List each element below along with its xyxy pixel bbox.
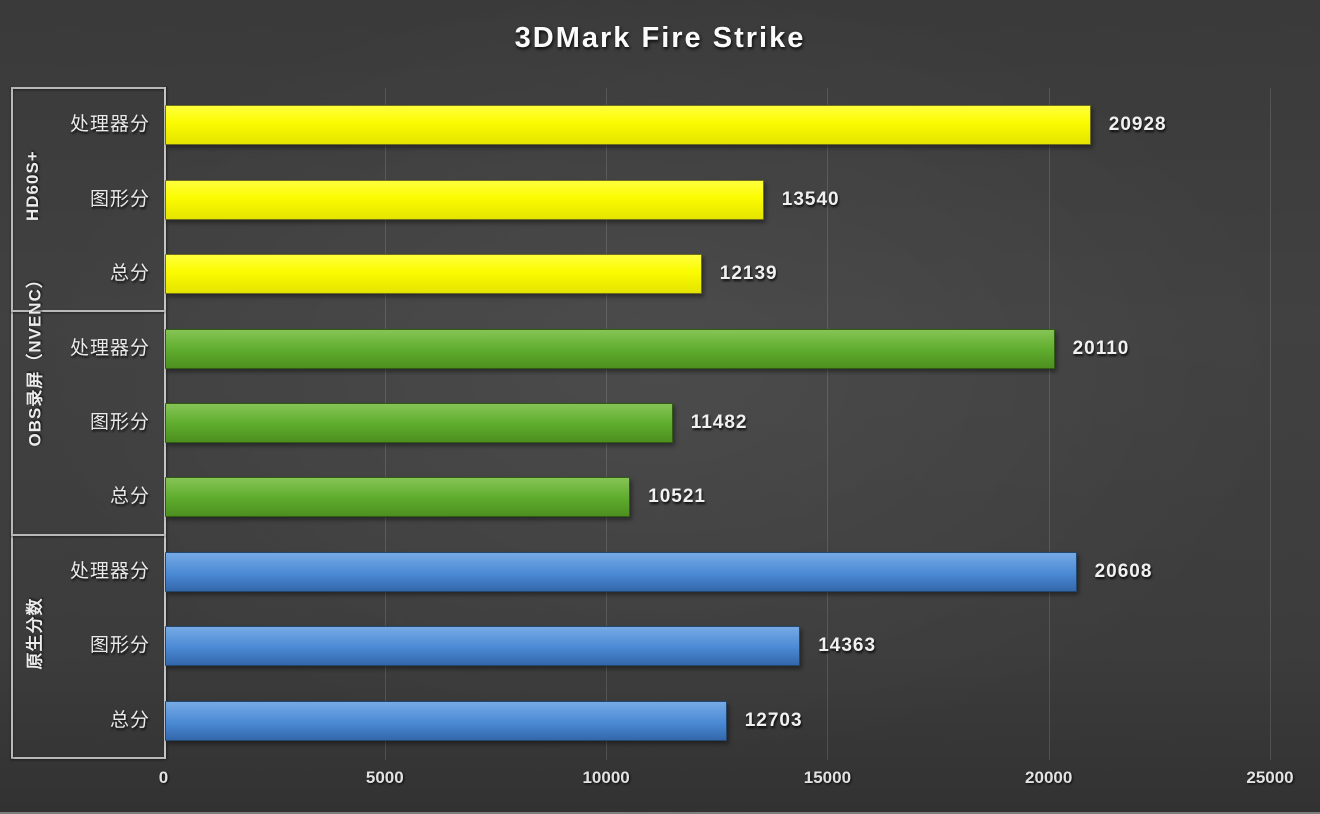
axis-tick-label: 25000 <box>1246 768 1294 787</box>
bar <box>164 551 1077 592</box>
bar <box>164 403 673 443</box>
chart-title: 3DMark Fire Strike <box>514 22 806 54</box>
label-panel-border-bottom <box>11 757 165 759</box>
group-divider <box>11 533 165 536</box>
bar <box>164 626 801 667</box>
gridline <box>1270 88 1271 760</box>
gridline <box>1048 88 1050 760</box>
bar <box>164 700 727 741</box>
bar-value-label: 14363 <box>818 635 877 657</box>
bar-value-label: 13540 <box>781 188 840 210</box>
bar-value-label: 20110 <box>1072 337 1130 359</box>
bar <box>164 105 1091 146</box>
label-panel-border-left <box>11 88 13 758</box>
bar <box>164 179 764 220</box>
bar-value-label: 10521 <box>648 486 706 508</box>
category-label: 总分 <box>109 486 150 508</box>
bar-value-label: 12703 <box>744 709 803 731</box>
category-label: 图形分 <box>89 412 150 433</box>
group-label: 原生分数 <box>25 597 45 670</box>
category-label: 处理器分 <box>69 114 150 136</box>
bar-value-label: 11482 <box>690 412 748 433</box>
axis-tick-label: 20000 <box>1025 768 1073 787</box>
axis-tick-label: 10000 <box>582 768 630 787</box>
group-label: HD60S+ <box>23 149 42 221</box>
category-label: 处理器分 <box>69 560 150 582</box>
bar-value-label: 12139 <box>719 263 778 285</box>
category-label: 总分 <box>109 709 150 731</box>
bar-value-label: 20928 <box>1108 114 1167 136</box>
category-label: 处理器分 <box>69 337 150 359</box>
axis-tick-label: 15000 <box>803 768 852 787</box>
group-divider <box>11 310 165 313</box>
axis-tick-label: 0 <box>158 768 169 787</box>
category-label: 图形分 <box>89 188 150 210</box>
group-label: OBS录屏（NVENC） <box>25 270 45 447</box>
category-label: 图形分 <box>89 635 150 657</box>
gridline <box>827 88 829 760</box>
axis-tick-label: 5000 <box>365 768 404 787</box>
label-panel-border-top <box>11 87 165 89</box>
bar-value-label: 20608 <box>1094 560 1153 582</box>
bar <box>164 328 1055 369</box>
bar <box>164 477 631 518</box>
bar <box>164 254 702 295</box>
category-label: 总分 <box>109 263 150 285</box>
